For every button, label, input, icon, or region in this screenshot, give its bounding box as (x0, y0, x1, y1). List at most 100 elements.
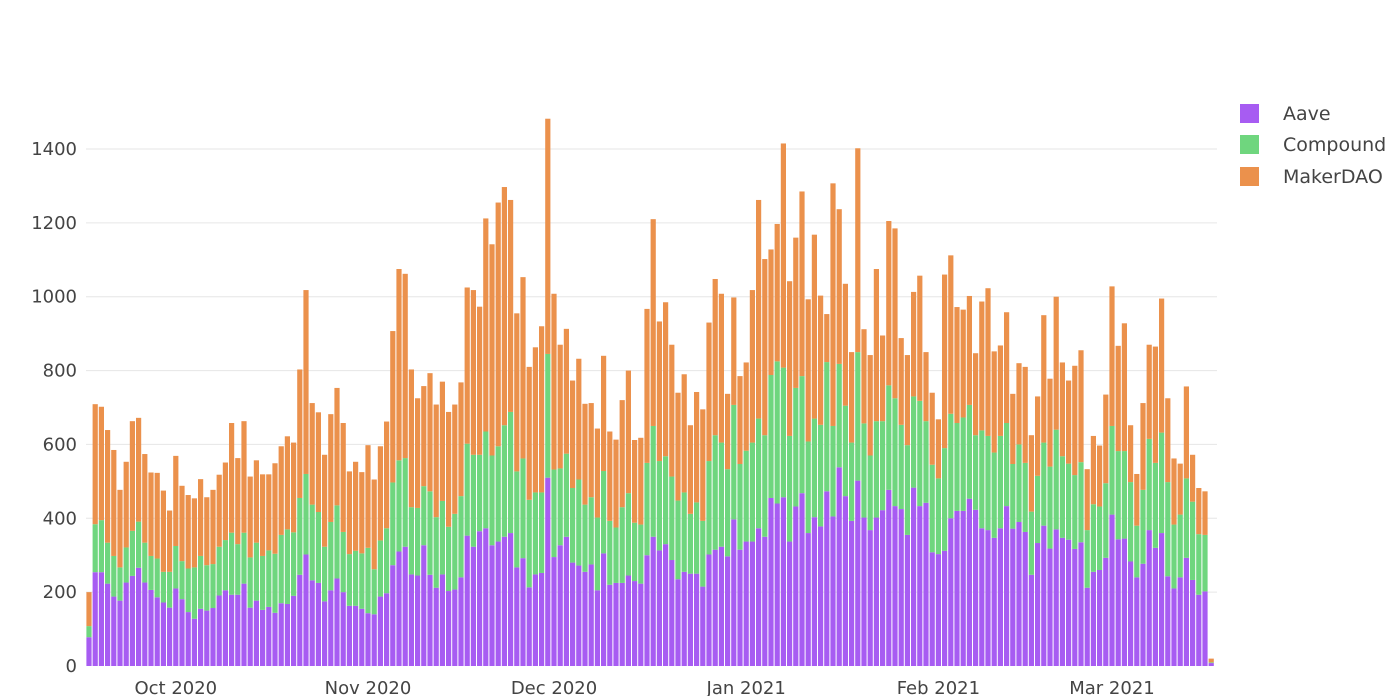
bar-makerdao (675, 392, 681, 501)
bar-stack (1109, 286, 1115, 666)
bar-compound (148, 555, 154, 590)
bar-stack (1041, 315, 1047, 666)
bar-makerdao (979, 301, 985, 431)
bar-aave (619, 582, 625, 666)
bar-stack (204, 497, 210, 666)
bar-aave (371, 614, 377, 666)
bar-stack (824, 314, 830, 666)
bar-stack (979, 301, 985, 666)
bar-stack (123, 461, 129, 666)
legend-item-makerdao[interactable]: MakerDAO (1240, 166, 1383, 188)
legend: Aave Compound MakerDAO (1240, 103, 1386, 188)
bar-aave (247, 607, 253, 666)
bar-aave (607, 584, 613, 666)
legend-item-compound[interactable]: Compound (1240, 134, 1386, 156)
bar-compound (235, 544, 241, 595)
bar-stack (1177, 463, 1183, 666)
bar-makerdao (935, 419, 941, 479)
bar-aave (514, 567, 520, 666)
bar-makerdao (458, 382, 464, 497)
bar-aave (644, 555, 650, 666)
bar-makerdao (780, 143, 786, 368)
bar-compound (247, 557, 253, 608)
bar-makerdao (315, 412, 321, 513)
bar-stack (706, 322, 712, 666)
bar-makerdao (278, 446, 284, 535)
bar-compound (1121, 451, 1127, 539)
bar-compound (377, 540, 383, 597)
bar-compound (774, 361, 780, 504)
bar-compound (687, 513, 693, 574)
bar-makerdao (997, 345, 1003, 436)
bar-aave (1041, 525, 1047, 666)
bar-stack (687, 425, 693, 666)
bar-aave (582, 571, 588, 666)
bar-stack (638, 437, 644, 666)
bar-compound (948, 413, 954, 519)
bar-compound (1128, 482, 1134, 562)
bar-compound (483, 431, 489, 529)
bar-stack (98, 406, 104, 666)
bar-stack (154, 472, 160, 666)
bar-makerdao (1041, 315, 1047, 443)
bar-stack (768, 249, 774, 666)
bar-makerdao (1109, 286, 1115, 426)
bar-compound (625, 493, 631, 576)
bar-compound (545, 353, 551, 478)
bar-stack (867, 355, 873, 666)
bar-makerdao (260, 474, 266, 556)
bar-makerdao (322, 454, 328, 547)
bar-makerdao (1097, 445, 1103, 507)
bar-makerdao (1016, 363, 1022, 445)
bar-compound (415, 507, 421, 576)
bar-compound (793, 387, 799, 507)
bar-makerdao (111, 449, 117, 556)
bar-aave (923, 502, 929, 666)
bar-stack (793, 237, 799, 666)
bar-aave (663, 544, 669, 666)
bar-stack (216, 474, 222, 666)
bar-compound (842, 405, 848, 497)
bar-stack (1134, 473, 1140, 666)
bar-stack (1028, 435, 1034, 666)
legend-item-aave[interactable]: Aave (1240, 103, 1331, 125)
bar-compound (346, 554, 352, 606)
bar-makerdao (1115, 345, 1121, 452)
bar-aave (731, 519, 737, 666)
bar-aave (334, 578, 340, 666)
bar-compound (1134, 525, 1140, 578)
bar-compound (210, 564, 216, 609)
bar-makerdao (712, 278, 718, 436)
bar-aave (1078, 542, 1084, 666)
bar-aave (954, 510, 960, 666)
bar-stack (594, 428, 600, 666)
bar-stack (985, 288, 991, 666)
bar-stack (1115, 345, 1121, 666)
bar-makerdao (1066, 380, 1072, 464)
bar-stack (514, 313, 520, 666)
bar-stack (284, 436, 290, 666)
bar-aave (1165, 576, 1171, 666)
bar-stack (179, 485, 185, 666)
bar-stack (855, 148, 861, 666)
bar-stack (1047, 378, 1053, 666)
bar-compound (1140, 489, 1146, 564)
bar-stack (904, 355, 910, 666)
bar-stack (1097, 445, 1103, 666)
bar-compound (136, 521, 142, 568)
bar-makerdao (483, 218, 489, 432)
bar-aave (1115, 539, 1121, 666)
bar-makerdao (650, 219, 656, 426)
bar-aave (917, 506, 923, 666)
bar-stack (613, 439, 619, 666)
bar-makerdao (799, 191, 805, 377)
bar-aave (1028, 574, 1034, 666)
bar-compound (514, 471, 520, 568)
bar-makerdao (1084, 469, 1090, 531)
x-tick-label: Jan 2021 (706, 678, 786, 696)
bar-makerdao (284, 436, 290, 530)
bar-stack (353, 461, 359, 666)
bar-aave (272, 612, 278, 666)
bar-compound (799, 376, 805, 494)
bar-makerdao (756, 199, 762, 419)
